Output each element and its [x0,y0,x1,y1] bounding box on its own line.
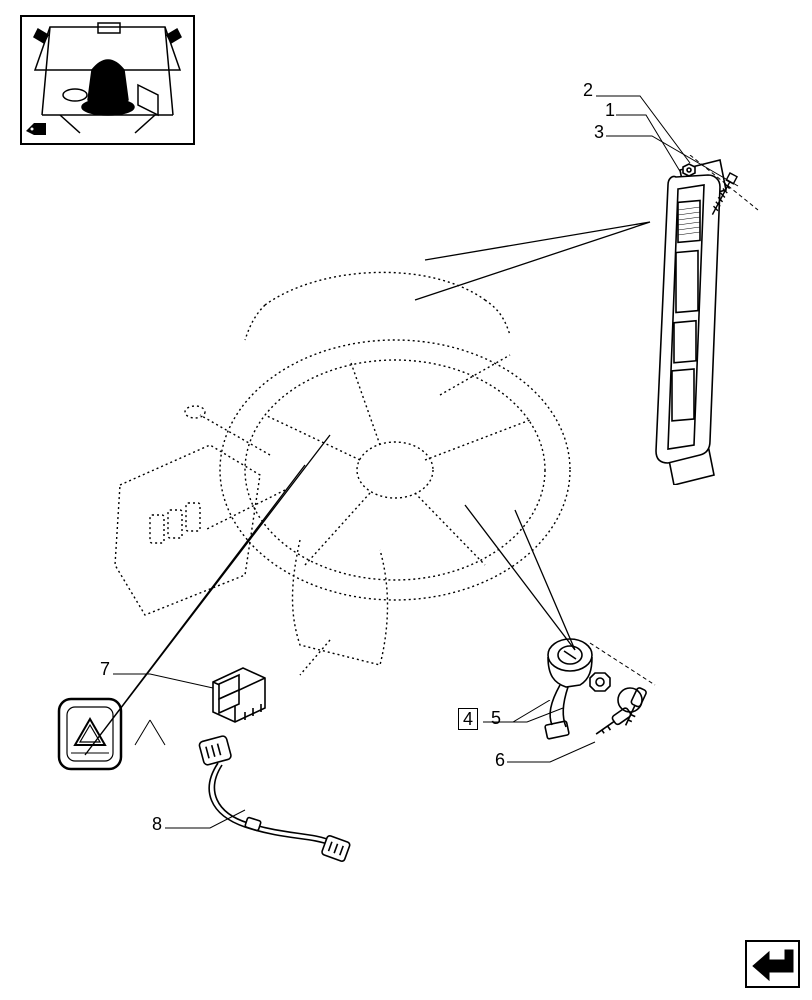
callout-7: 7 [100,659,110,680]
callout-8: 8 [152,814,162,835]
callout-6: 6 [495,750,505,771]
callout-1: 1 [605,100,615,121]
callout-2: 2 [583,80,593,101]
leader-right-panel [405,200,665,320]
nav-back-icon[interactable] [745,940,800,988]
callout-3: 3 [594,122,604,143]
callouts-ignition [455,700,655,780]
callout-5: 5 [491,708,501,729]
context-thumbnail [20,15,195,145]
callout-4: 4 [458,708,478,730]
callouts-left [95,660,275,840]
